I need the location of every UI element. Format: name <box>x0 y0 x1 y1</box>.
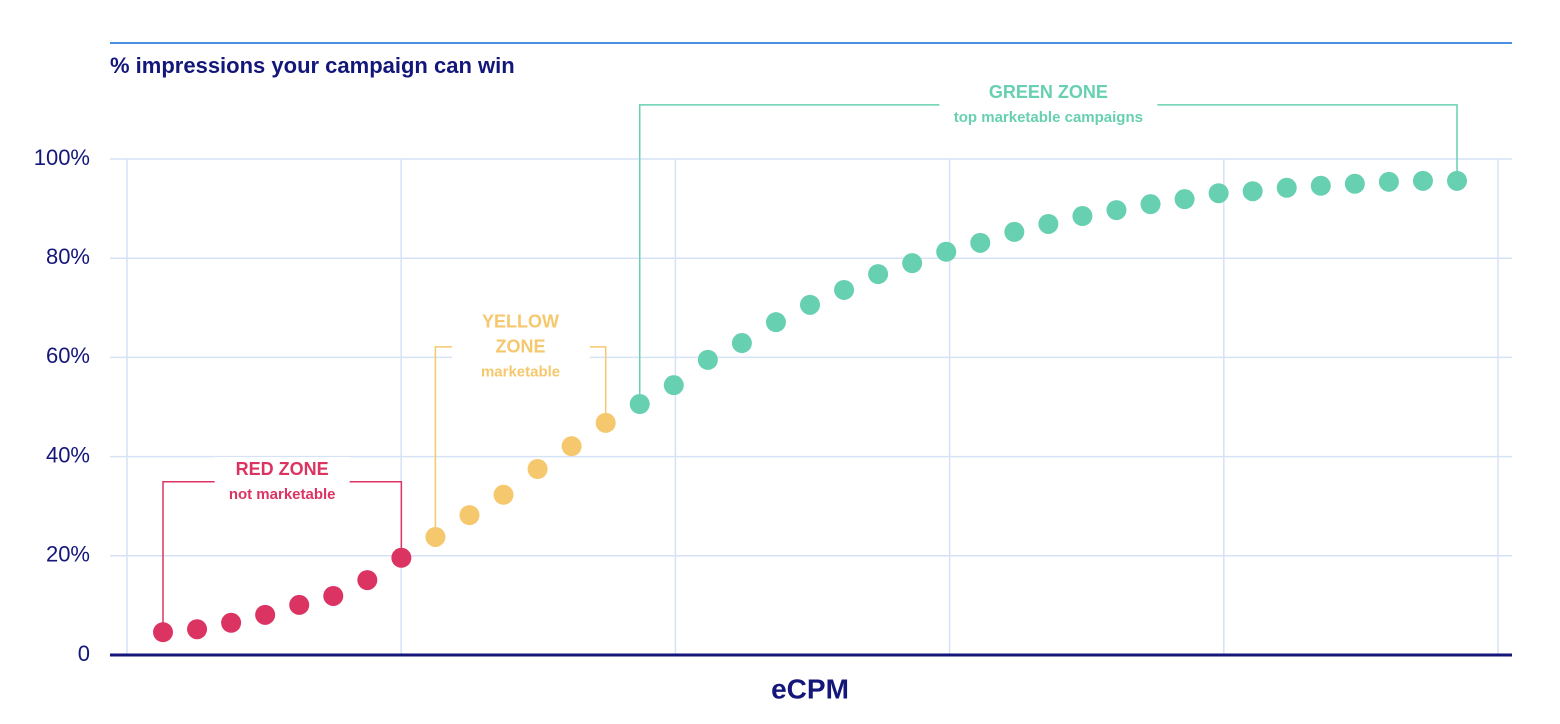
dot <box>425 526 446 547</box>
zone-label: RED ZONE not marketable <box>214 456 350 507</box>
zone-bracket <box>638 104 1458 405</box>
dot <box>697 349 718 370</box>
dot <box>936 241 957 262</box>
y-tick-label: 40% <box>46 442 90 467</box>
dot <box>595 412 616 433</box>
dot <box>1242 181 1263 202</box>
dot <box>970 232 991 253</box>
zone-name: RED ZONE <box>235 458 329 479</box>
dot <box>1106 200 1127 221</box>
zone-note: marketable <box>480 363 561 381</box>
y-tick-label: 20% <box>46 542 90 567</box>
zone-label: YELLOW ZONE marketable <box>451 309 590 385</box>
zone-name: YELLOW ZONE <box>482 311 560 357</box>
dot <box>323 585 344 606</box>
dot <box>153 622 173 643</box>
chart-title: % impressions your campaign can win <box>110 53 515 78</box>
y-tick-label: 60% <box>46 343 90 368</box>
zone-note: not marketable <box>228 485 336 503</box>
zone-note: top marketable campaigns <box>953 108 1143 126</box>
dot <box>1344 173 1365 194</box>
dot <box>1140 194 1161 215</box>
dot <box>629 394 650 415</box>
dot <box>221 612 242 633</box>
dot <box>902 253 923 274</box>
dot <box>561 436 582 457</box>
zone-label: GREEN ZONE top marketable campaigns <box>939 79 1157 130</box>
dot <box>1072 206 1093 227</box>
zone-name: GREEN ZONE <box>988 81 1108 102</box>
dot <box>289 594 310 615</box>
dot <box>1447 170 1467 191</box>
dot <box>1412 170 1433 191</box>
dot <box>868 264 889 285</box>
dot <box>187 619 208 640</box>
dot <box>459 505 480 526</box>
x-axis-label: eCPM <box>771 673 849 704</box>
dot <box>765 312 786 333</box>
dot <box>1208 183 1229 204</box>
dot <box>1038 213 1059 234</box>
dot <box>357 570 378 591</box>
dot <box>493 484 514 505</box>
dot <box>1378 171 1399 192</box>
dot <box>1174 189 1195 210</box>
dot <box>834 279 855 300</box>
dot <box>1310 175 1331 196</box>
y-tick-label: 80% <box>46 244 90 269</box>
dot <box>800 294 820 315</box>
dot <box>1004 221 1025 242</box>
dot <box>731 333 752 354</box>
y-tick-label: 100% <box>34 145 90 170</box>
dot <box>527 459 548 479</box>
dot <box>391 547 412 568</box>
y-tick-label: 0 <box>78 641 90 666</box>
dot <box>255 604 276 625</box>
dot <box>1276 177 1297 198</box>
dot <box>663 375 684 396</box>
